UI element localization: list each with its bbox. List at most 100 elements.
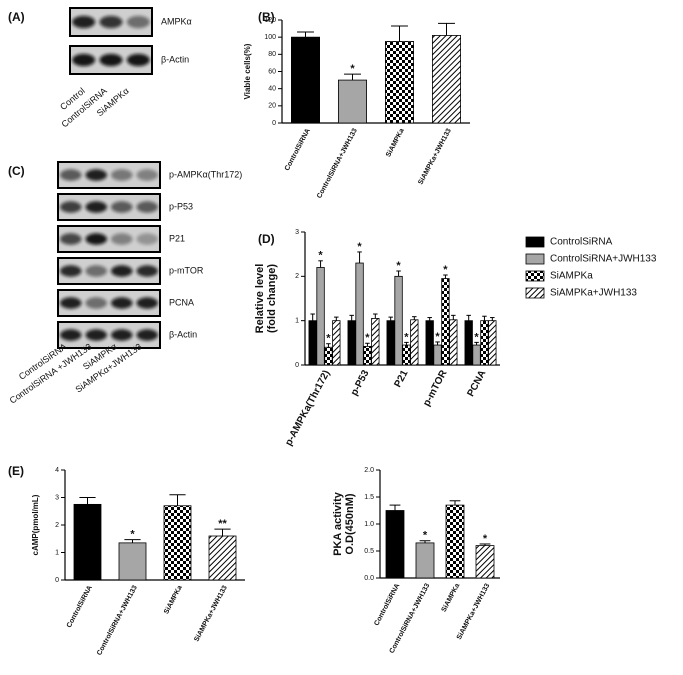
y-tick-label: 60: [268, 68, 276, 75]
bar: [431, 35, 461, 124]
error-bar: [396, 270, 401, 277]
legend-swatch: [525, 236, 545, 248]
blot-band: [72, 53, 96, 67]
y-tick-label: 80: [268, 51, 276, 58]
bar: [384, 41, 414, 124]
blot-band: [85, 265, 107, 277]
legend-label: ControlSiRNA+JWH133: [550, 254, 657, 265]
panel-label: (A): [8, 10, 25, 24]
blot-row-label: p-mTOR: [169, 265, 204, 275]
blot-band: [60, 201, 82, 213]
legend-swatch: [525, 253, 545, 265]
error-bar: [349, 314, 354, 321]
blot-band: [136, 265, 158, 277]
panel-label: (C): [8, 164, 25, 178]
bar: [402, 344, 411, 366]
bar: [347, 320, 356, 366]
blot-band: [85, 169, 107, 181]
x-tick-label: SiAMPKa+JWH133: [456, 582, 492, 641]
blot-band: [111, 297, 133, 309]
bar: [337, 79, 367, 124]
error-bar: [443, 274, 448, 279]
error-bar: [490, 317, 495, 321]
error-bar: [310, 313, 315, 321]
y-tick-label: 1.5: [364, 494, 374, 501]
blot-band: [111, 265, 133, 277]
blot-row-label: p-AMPKα(Thr172): [169, 169, 242, 179]
y-tick-label: 40: [268, 86, 276, 93]
bar: [308, 320, 317, 366]
blot-band: [60, 329, 82, 341]
panel-label: (D): [258, 232, 275, 246]
y-tick-label: 0: [55, 577, 59, 584]
error-bar: [373, 313, 378, 319]
y-tick-label: 1: [295, 318, 299, 325]
significance-mark: *: [326, 333, 331, 345]
blot-band: [60, 297, 82, 309]
bar: [425, 320, 434, 366]
panel-label: (E): [8, 464, 24, 478]
y-tick-label: 0.0: [364, 575, 374, 582]
y-tick-label: 4: [55, 467, 59, 474]
blot-band: [136, 329, 158, 341]
error-bar: [419, 540, 431, 543]
x-tick-label: p-mTOR: [421, 368, 450, 409]
legend-swatch: [525, 287, 545, 299]
blot-row-label: p-P53: [169, 201, 193, 211]
blot-band: [60, 169, 82, 181]
y-tick-label: 2: [295, 273, 299, 280]
error-bar: [326, 343, 331, 348]
bar: [316, 267, 325, 366]
y-tick-label: 1: [55, 549, 59, 556]
y-axis-label: Viable cells(%): [243, 43, 252, 99]
x-tick-label: SiAMPKa+JWH133: [193, 584, 229, 643]
y-axis-label: cAMP(pmol/mL): [31, 494, 40, 555]
blot-band: [111, 201, 133, 213]
bar: [385, 510, 405, 579]
blot-band: [126, 15, 150, 29]
x-tick-label: p-AMPKa(Thr172): [283, 368, 332, 447]
x-tick-label: ControlSiRNA: [66, 585, 94, 629]
bar: [208, 535, 237, 581]
error-bar: [404, 341, 409, 346]
error-bar: [124, 539, 141, 543]
bar: [449, 319, 458, 366]
x-tick-label: SiAMPKa: [385, 127, 406, 158]
significance-mark: *: [365, 332, 370, 344]
y-tick-label: 1.0: [364, 521, 374, 528]
x-tick-label: ControlSiRNA+JWH133: [96, 584, 139, 656]
panel-label: (B): [258, 10, 275, 24]
error-bar: [482, 315, 487, 321]
bar: [410, 319, 419, 366]
error-bar: [427, 317, 432, 321]
y-axis-label: O.D(450nM): [344, 493, 356, 554]
y-axis-label: PKA activity: [332, 491, 344, 556]
legend-label: ControlSiRNA: [550, 237, 613, 248]
x-tick-label: p-P53: [349, 368, 372, 398]
blot-band: [99, 15, 123, 29]
significance-mark: *: [435, 331, 440, 343]
blot-band: [99, 53, 123, 67]
bar: [472, 344, 481, 366]
y-tick-label: 2: [55, 522, 59, 529]
x-tick-label: SiAMPKa+JWH133: [417, 127, 453, 186]
significance-mark: *: [483, 533, 488, 545]
blot-band: [111, 169, 133, 181]
blot-band: [136, 169, 158, 181]
error-bar: [79, 497, 96, 505]
y-axis-label: (fold change): [266, 264, 278, 333]
bar: [488, 320, 497, 366]
bar: [464, 320, 473, 366]
bar: [355, 262, 364, 366]
bar: [163, 505, 192, 581]
y-tick-label: 100: [264, 34, 276, 41]
error-bar: [449, 500, 461, 506]
blot-band: [136, 201, 158, 213]
legend-swatch: [525, 270, 545, 282]
error-bar: [318, 260, 323, 268]
error-bar: [479, 543, 491, 546]
x-tick-label: ControlSiRNA: [373, 583, 401, 627]
blot-band: [126, 53, 150, 67]
bar: [441, 278, 450, 366]
error-bar: [412, 316, 417, 320]
